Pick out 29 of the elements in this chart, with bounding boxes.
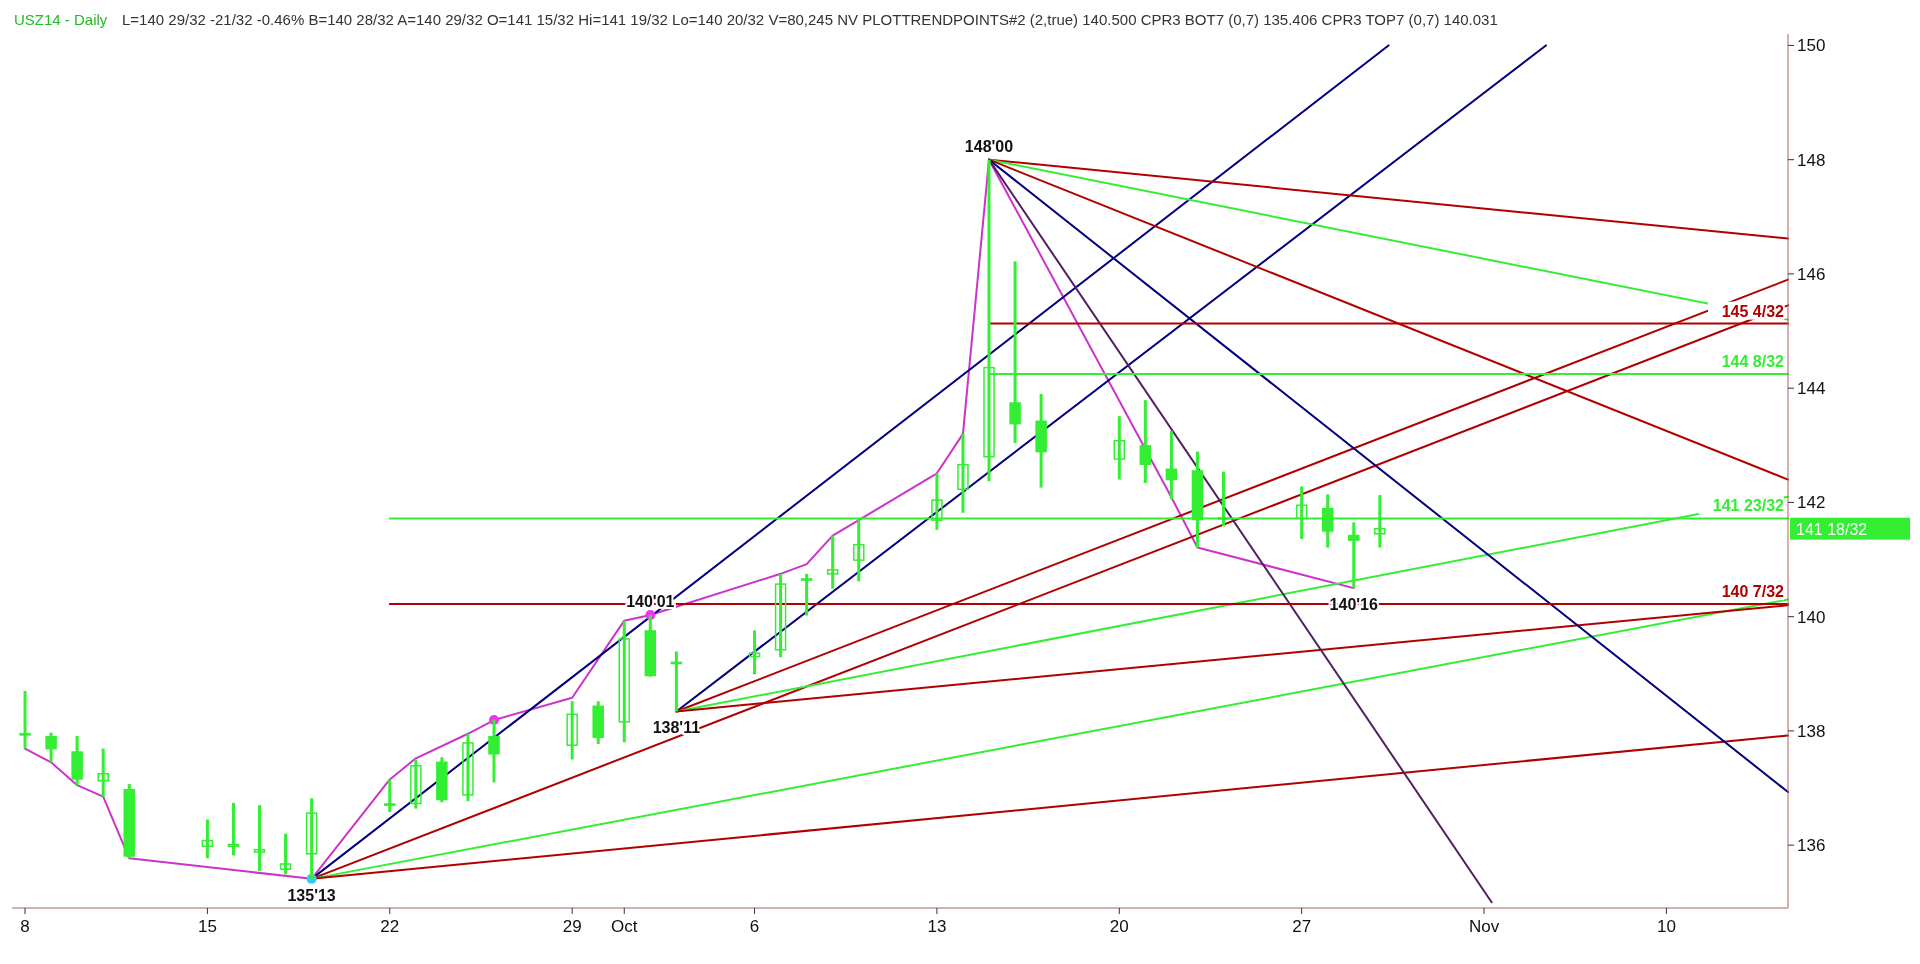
x-tick-label: 6 <box>749 917 760 936</box>
annotation: 138'11 <box>652 719 701 737</box>
y-tick-label: 146 <box>1797 264 1826 284</box>
x-tick-label: Oct <box>611 917 638 936</box>
chart-title: USZ14 - Daily <box>14 11 108 28</box>
y-tick-label: 138 <box>1797 721 1826 741</box>
annotation: 135'13 <box>287 886 336 904</box>
x-tick-label: 20 <box>1109 917 1129 936</box>
x-tick-label: 8 <box>20 917 30 936</box>
x-tick-label: 15 <box>197 917 217 936</box>
annotation: 148'00 <box>964 137 1014 155</box>
x-tick-label: 10 <box>1656 917 1676 936</box>
y-tick-label: 144 <box>1797 379 1826 399</box>
x-tick-label: Nov <box>1468 917 1500 936</box>
series-label: 141 23/32 <box>1712 497 1785 515</box>
x-tick-label: 29 <box>562 917 582 936</box>
y-tick-label: 136 <box>1797 836 1826 856</box>
y-tick-label: 142 <box>1797 493 1826 513</box>
series-label: 145 4/32 <box>1721 302 1785 320</box>
series-label: 144 8/32 <box>1721 352 1785 370</box>
series-label: 140 7/32 <box>1721 583 1785 601</box>
y-tick-label: 140 <box>1797 607 1826 627</box>
chart-subtitle: L=140 29/32 -21/32 -0.46% B=140 28/32 A=140 29/32 O=141 15/32 Hi=141 19/32 Lo=140 20/32 V=80,245 NV PLOTTRENDPOINTS#2 (2,true) 140.500 CPR3 BOT7 (0,7) 135.406 CPR3 TOP7 (0,7) 140.031 <box>122 11 1498 28</box>
x-tick-label: 22 <box>380 917 400 936</box>
y-tick-label: 150 <box>1797 36 1826 56</box>
text: 141 18/32 <box>1796 520 1868 538</box>
x-tick-label: 13 <box>927 917 947 936</box>
y-tick-label: 148 <box>1797 150 1826 170</box>
x-tick-label: 27 <box>1292 917 1312 936</box>
